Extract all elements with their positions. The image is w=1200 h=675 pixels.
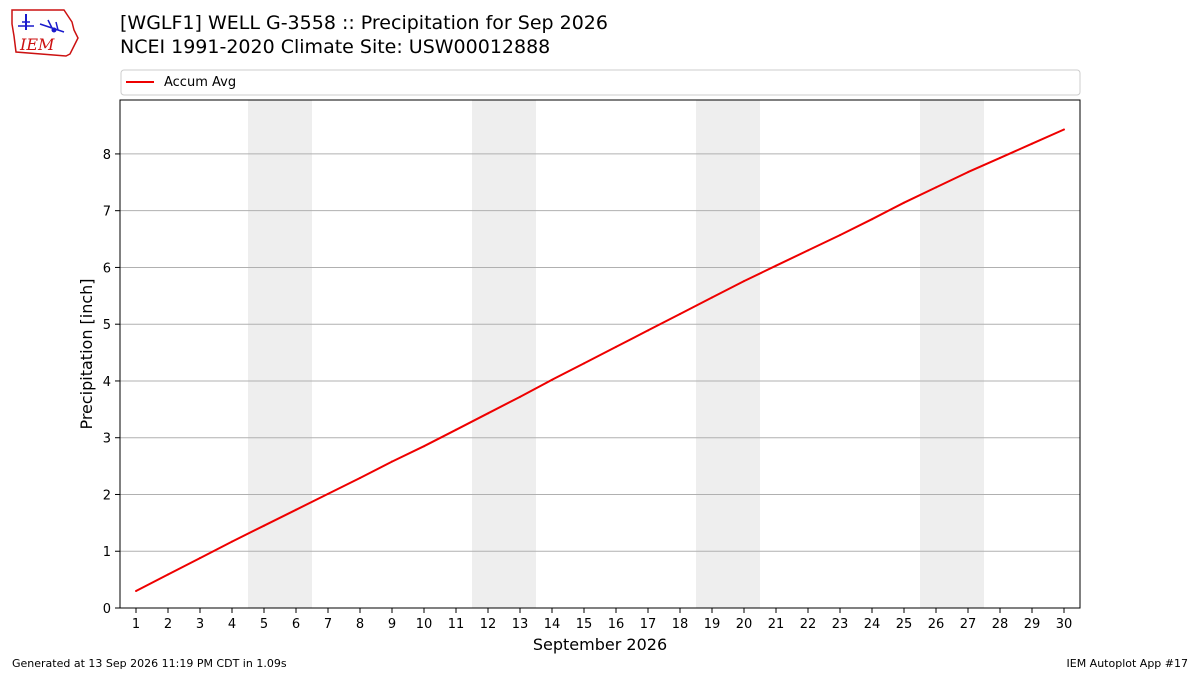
app-credit: IEM Autoplot App #17 [1066, 657, 1189, 670]
x-tick-label: 12 [480, 617, 497, 632]
data-point [423, 445, 425, 448]
data-point [583, 362, 585, 365]
x-tick-label: 2 [164, 617, 172, 632]
data-point [775, 264, 777, 267]
legend: Accum Avg [120, 69, 1081, 96]
data-point [519, 395, 521, 398]
data-point [359, 477, 361, 480]
data-point [551, 378, 553, 381]
y-tick-label: 3 [103, 432, 111, 447]
y-tick-label: 0 [103, 602, 111, 617]
data-point [199, 557, 201, 560]
x-tick-label: 10 [416, 617, 433, 632]
weekend-band-2 [696, 100, 760, 608]
data-point [807, 249, 809, 252]
legend-box [120, 69, 1081, 96]
data-point [711, 296, 713, 299]
x-tick-label: 15 [576, 617, 593, 632]
weekend-band-3 [920, 100, 984, 608]
weekend-shading [248, 100, 984, 608]
x-tick-label: 4 [228, 617, 236, 632]
y-tick-label: 4 [103, 375, 111, 390]
data-point [935, 186, 937, 189]
data-point [263, 524, 265, 527]
data-point [839, 234, 841, 237]
data-point [679, 312, 681, 315]
x-tick-label: 23 [832, 617, 849, 632]
x-tick-label: 26 [928, 617, 945, 632]
data-point [487, 412, 489, 415]
x-tick-label: 16 [608, 617, 625, 632]
data-point [455, 428, 457, 431]
weekend-band-0 [248, 100, 312, 608]
x-tick-label: 14 [544, 617, 561, 632]
data-point [295, 508, 297, 511]
chart-title: [WGLF1] WELL G-3558 :: Precipitation for… [120, 12, 608, 34]
y-tick-label: 8 [103, 148, 111, 163]
x-tick-label: 13 [512, 617, 529, 632]
x-tick-label: 30 [1056, 617, 1073, 632]
x-axis-ticks: 1 2 3 4 5 6 7 8 9 10 11 12 13 14 15 16 17 18 19 20 21 22 23 24 2… [132, 608, 1072, 632]
iem-logo: IEM [8, 6, 82, 62]
data-point [999, 156, 1001, 159]
x-tick-label: 25 [896, 617, 913, 632]
x-tick-label: 5 [260, 617, 268, 632]
x-tick-label: 19 [704, 617, 721, 632]
y-axis-label: Precipitation [inch] [77, 278, 96, 429]
generated-timestamp: Generated at 13 Sep 2026 11:19 PM CDT in… [12, 657, 287, 670]
y-tick-label: 6 [103, 261, 111, 276]
x-tick-label: 22 [800, 617, 817, 632]
x-tick-label: 20 [736, 617, 753, 632]
x-tick-label: 28 [992, 617, 1009, 632]
data-point [903, 201, 905, 204]
data-point [167, 573, 169, 576]
y-tick-label: 5 [103, 318, 111, 333]
y-tick-label: 2 [103, 488, 111, 503]
x-tick-label: 18 [672, 617, 689, 632]
grid-lines [120, 153, 1080, 609]
x-tick-label: 7 [324, 617, 332, 632]
y-tick-label: 1 [103, 545, 111, 560]
x-tick-label: 17 [640, 617, 657, 632]
weekend-band-1 [472, 100, 536, 608]
x-tick-label: 21 [768, 617, 785, 632]
x-tick-label: 8 [356, 617, 364, 632]
data-point [1031, 142, 1033, 145]
y-axis-ticks: 0 1 2 3 4 5 6 7 8 [103, 148, 120, 617]
x-tick-label: 29 [1024, 617, 1041, 632]
series-layer [135, 128, 1065, 592]
data-point [391, 460, 393, 463]
data-point [1063, 128, 1065, 131]
series-line-accum-avg [135, 128, 1065, 592]
x-tick-label: 6 [292, 617, 300, 632]
x-tick-label: 1 [132, 617, 140, 632]
x-tick-label: 27 [960, 617, 977, 632]
y-tick-label: 7 [103, 205, 111, 220]
x-axis-label: September 2026 [533, 635, 667, 654]
data-point [871, 218, 873, 221]
x-tick-label: 3 [196, 617, 204, 632]
legend-label: Accum Avg [164, 75, 236, 90]
data-point [743, 280, 745, 283]
chart-subtitle: NCEI 1991-2020 Climate Site: USW00012888 [120, 36, 551, 58]
x-tick-label: 9 [388, 617, 396, 632]
data-point [327, 492, 329, 495]
data-point [231, 540, 233, 543]
data-point [967, 171, 969, 174]
x-tick-label: 11 [448, 617, 465, 632]
logo-text: IEM [19, 35, 55, 54]
data-point [647, 329, 649, 332]
plot-frame [119, 99, 1081, 609]
data-point [135, 589, 137, 592]
x-tick-label: 24 [864, 617, 881, 632]
data-point [615, 345, 617, 348]
